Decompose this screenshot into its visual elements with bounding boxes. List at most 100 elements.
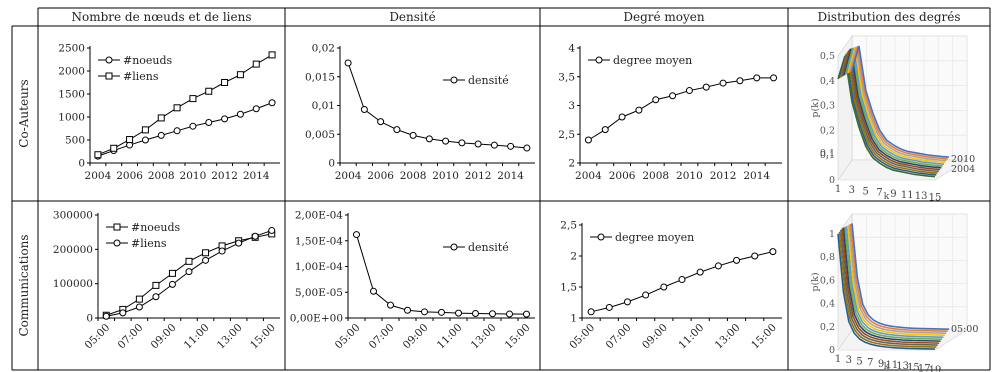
data-point	[119, 309, 127, 317]
y-tick-label: 0,01	[312, 100, 335, 112]
data-point	[235, 239, 243, 247]
coauteurs-densite: 0 0,005 0,01 0,015 0,02 2004 2006 2008 2010 2012 2…	[305, 43, 535, 182]
series-curve-1	[849, 223, 948, 332]
x-tick-label: 11:00	[435, 322, 465, 352]
series-curve-0	[851, 223, 950, 330]
table-grid	[11, 7, 991, 371]
x-tick-label: 15:00	[248, 322, 278, 352]
y-tick-label: 2	[568, 158, 575, 170]
data-point	[660, 283, 668, 291]
data-point	[769, 248, 777, 256]
x-tick-label: 2012	[465, 170, 492, 182]
x-tick-label: 13:00	[215, 322, 245, 352]
series-curve-10	[837, 233, 936, 350]
x-tick-label: 2004	[335, 170, 362, 182]
y-tick-label: 0,005	[305, 129, 335, 141]
x-tick-label: 2008	[148, 170, 175, 182]
data-point	[421, 308, 428, 316]
coauteurs-distribution: 00,10,10,20,30,40,51 3 5 7 9 11 13 1520102004kp…	[810, 35, 975, 203]
legend-marker	[113, 239, 121, 247]
data-point	[252, 60, 260, 68]
legend-marker	[597, 233, 605, 241]
x-tick-label: 9	[890, 189, 896, 200]
y-tick-label: 2,5	[560, 220, 577, 232]
x-tick-label: 2010	[432, 170, 459, 182]
x-tick-label: 15:00	[503, 322, 533, 352]
y-tick-label: 4	[568, 43, 575, 55]
data-point	[719, 79, 727, 87]
communications-densite: 0,00E+00 5,00E-05 1,00E-04 1,50E-04 2,00E-04…	[290, 210, 535, 352]
data-point	[173, 127, 181, 135]
y-tick-label: 0	[328, 158, 335, 170]
x-tick-label: 13:00	[469, 322, 499, 352]
data-point	[152, 293, 160, 301]
legend-label: #noeuds	[123, 54, 173, 67]
x-tick-label: 2004	[85, 170, 112, 182]
x-tick-label: 2014	[497, 170, 524, 182]
series-curve-3	[847, 47, 946, 164]
column-header: Densité	[389, 10, 435, 24]
data-point	[387, 301, 394, 309]
row-labels: Co-Auteurs Communications	[17, 79, 31, 336]
data-point	[189, 122, 197, 130]
y-tick-label: 0	[78, 158, 85, 170]
x-tick-label: 9	[878, 359, 884, 370]
x-tick-label: 7	[867, 358, 873, 369]
z-tick-label: 0,1	[820, 148, 835, 159]
data-point	[770, 74, 778, 82]
legend-marker	[113, 223, 121, 231]
y-tick-label: 1500	[58, 89, 85, 101]
data-point	[702, 83, 710, 91]
data-point	[685, 87, 693, 95]
z-tick-label: 0	[829, 345, 835, 356]
data-point	[523, 310, 530, 318]
series-curve-5	[844, 226, 943, 340]
depth-tick-label: 05:00	[951, 324, 978, 335]
series-curve-9	[839, 52, 938, 174]
data-point	[714, 262, 722, 270]
y-tick-label: 0	[86, 313, 93, 325]
x-tick-label: 15	[907, 362, 920, 372]
data-point	[623, 298, 631, 306]
data-point	[126, 136, 134, 144]
y-tick-label: 3	[568, 100, 575, 112]
y-tick-label: 1	[570, 313, 577, 325]
series-curve-6	[842, 227, 941, 342]
y-tick-label: 2000	[58, 66, 85, 78]
x-tick-label: 07:00	[116, 322, 146, 352]
x-tick-label: 2004	[575, 170, 602, 182]
legend-label: degree moyen	[615, 231, 694, 244]
z-tick-label: 0,3	[820, 101, 835, 112]
series-curve-11	[837, 55, 936, 178]
legend-marker	[450, 76, 458, 84]
column-header: Degré moyen	[623, 10, 705, 24]
legend-label: densité	[468, 74, 509, 87]
x-tick-label: 3	[846, 355, 852, 366]
data-point	[185, 268, 193, 276]
series-curve-10	[838, 53, 937, 176]
x-axis-label: k	[884, 361, 890, 372]
y-tick-label: 3,5	[558, 71, 575, 83]
data-point	[751, 252, 759, 260]
y-tick-label: 2,5	[558, 129, 575, 141]
data-point	[652, 96, 660, 104]
data-point	[141, 136, 149, 144]
x-tick-label: 19	[929, 365, 942, 372]
legend-label: #noeuds	[131, 221, 181, 234]
data-point	[202, 256, 210, 264]
column-header: Nombre de nœuds et de liens	[71, 10, 251, 24]
row-header: Co-Auteurs	[17, 79, 31, 147]
legend-label: #liens	[123, 70, 159, 83]
y-tick-label: 100000	[53, 278, 93, 290]
data-point	[152, 281, 160, 289]
y-tick-label: 200000	[53, 244, 93, 256]
data-point	[221, 79, 229, 86]
x-tick-label: 11	[901, 190, 914, 201]
series-curve-5	[844, 47, 943, 167]
data-point	[221, 115, 229, 123]
y-tick-label: 2500	[58, 43, 85, 55]
z-tick-label: 0,2	[820, 322, 835, 333]
series-curve-6	[843, 48, 942, 169]
x-tick-label: 2010	[676, 170, 703, 182]
